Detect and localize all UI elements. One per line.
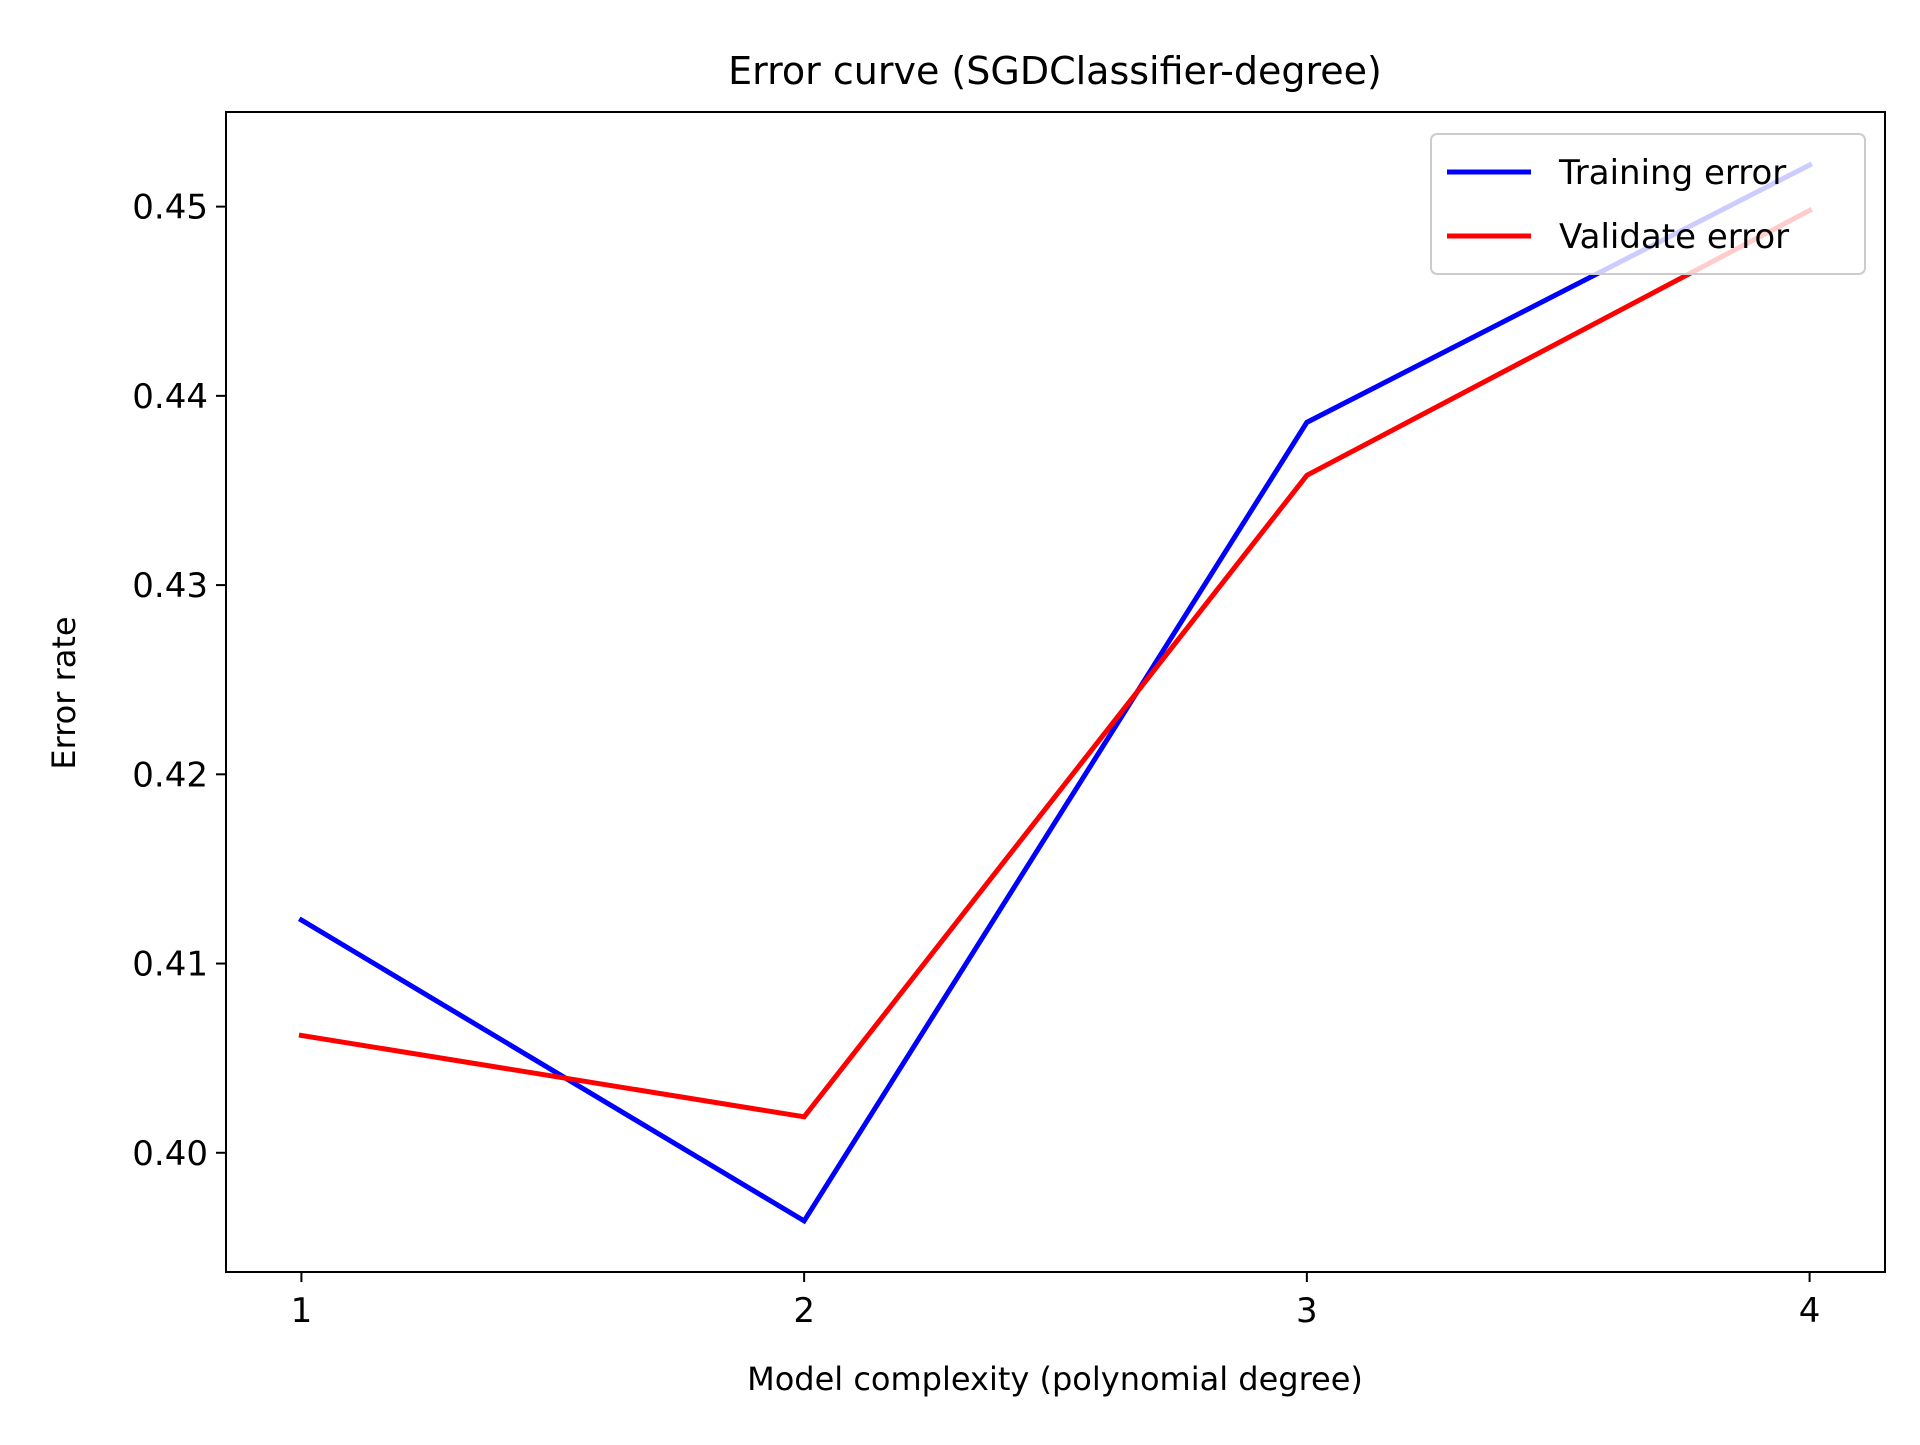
y-tick-label: 0.42 <box>132 755 208 795</box>
y-tick-label: 0.43 <box>132 566 208 606</box>
x-axis-label: Model complexity (polynomial degree) <box>747 1360 1363 1398</box>
x-tick-label: 4 <box>1799 1291 1821 1331</box>
legend: Training error Validate error <box>1431 134 1865 274</box>
x-tick-label: 2 <box>793 1291 815 1331</box>
y-axis-label: Error rate <box>45 616 83 769</box>
x-tick-label: 1 <box>291 1291 313 1331</box>
y-tick-label: 0.44 <box>132 377 208 417</box>
x-tick-label: 3 <box>1296 1291 1318 1331</box>
y-tick-label: 0.45 <box>132 188 208 228</box>
y-tick-label: 0.41 <box>132 945 208 985</box>
chart-title: Error curve (SGDClassifier-degree) <box>728 49 1382 93</box>
legend-label: Validate error <box>1559 217 1789 257</box>
legend-label: Training error <box>1558 153 1786 193</box>
y-tick-label: 0.40 <box>132 1134 208 1174</box>
